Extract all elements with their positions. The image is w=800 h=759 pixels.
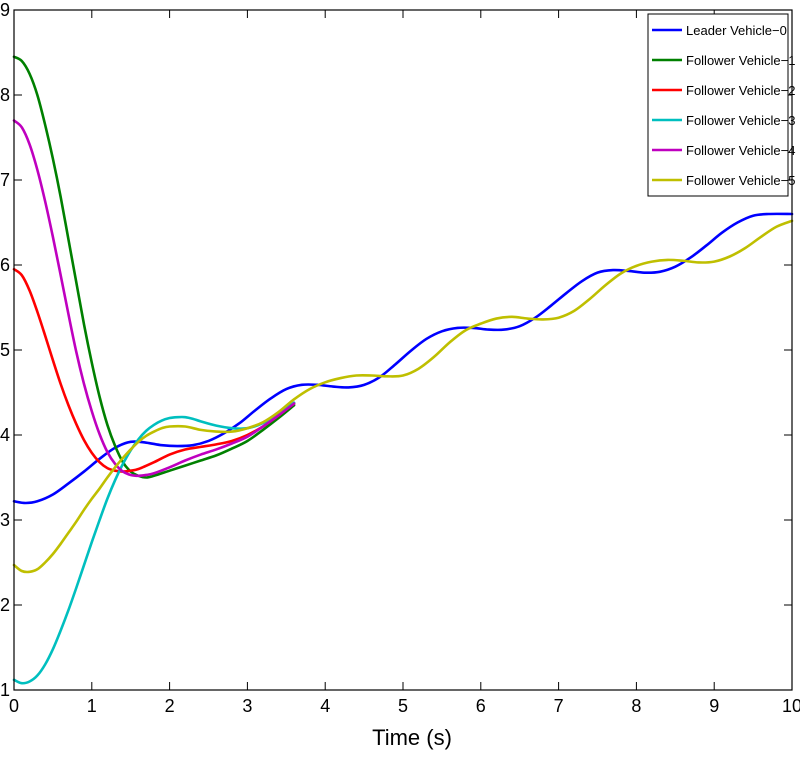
series-line-0 — [12, 212, 794, 505]
series-line-1 — [12, 55, 296, 479]
x-axis-label: Time (s) — [372, 725, 452, 750]
y-tick-label: 3 — [0, 510, 10, 530]
x-tick-label: 5 — [398, 696, 408, 716]
x-tick-label: 7 — [554, 696, 564, 716]
series-layer — [12, 55, 794, 685]
y-tick-label: 6 — [0, 255, 10, 275]
x-tick-label: 9 — [709, 696, 719, 716]
legend-box — [647, 13, 789, 197]
y-tick-label: 7 — [0, 170, 10, 190]
x-tick-label: 3 — [242, 696, 252, 716]
legend-label-1: Follower Vehicle−1 — [686, 53, 795, 68]
series-line-5 — [12, 219, 794, 574]
x-tick-label: 1 — [87, 696, 97, 716]
y-tick-label: 9 — [0, 0, 10, 20]
y-tick-label: 1 — [0, 680, 10, 700]
legend-label-3: Follower Vehicle−3 — [686, 113, 795, 128]
legend-label-5: Follower Vehicle−5 — [686, 173, 795, 188]
y-tick-label: 8 — [0, 85, 10, 105]
x-tick-label: 8 — [631, 696, 641, 716]
x-tick-label: 2 — [165, 696, 175, 716]
x-tick-label: 4 — [320, 696, 330, 716]
legend-label-4: Follower Vehicle−4 — [686, 143, 795, 158]
series-line-4 — [12, 119, 296, 478]
legend-label-0: Leader Vehicle−0 — [686, 23, 787, 38]
x-tick-label: 6 — [476, 696, 486, 716]
y-tick-label: 4 — [0, 425, 10, 445]
y-tick-label: 5 — [0, 340, 10, 360]
legend-label-2: Follower Vehicle−2 — [686, 83, 795, 98]
legend: Leader Vehicle−0 Follower Vehicle−1 Follow… — [647, 13, 795, 197]
y-tick-label: 2 — [0, 595, 10, 615]
x-tick-label: 10 — [782, 696, 800, 716]
x-tick-label: 0 — [9, 696, 19, 716]
series-line-2 — [12, 267, 296, 473]
